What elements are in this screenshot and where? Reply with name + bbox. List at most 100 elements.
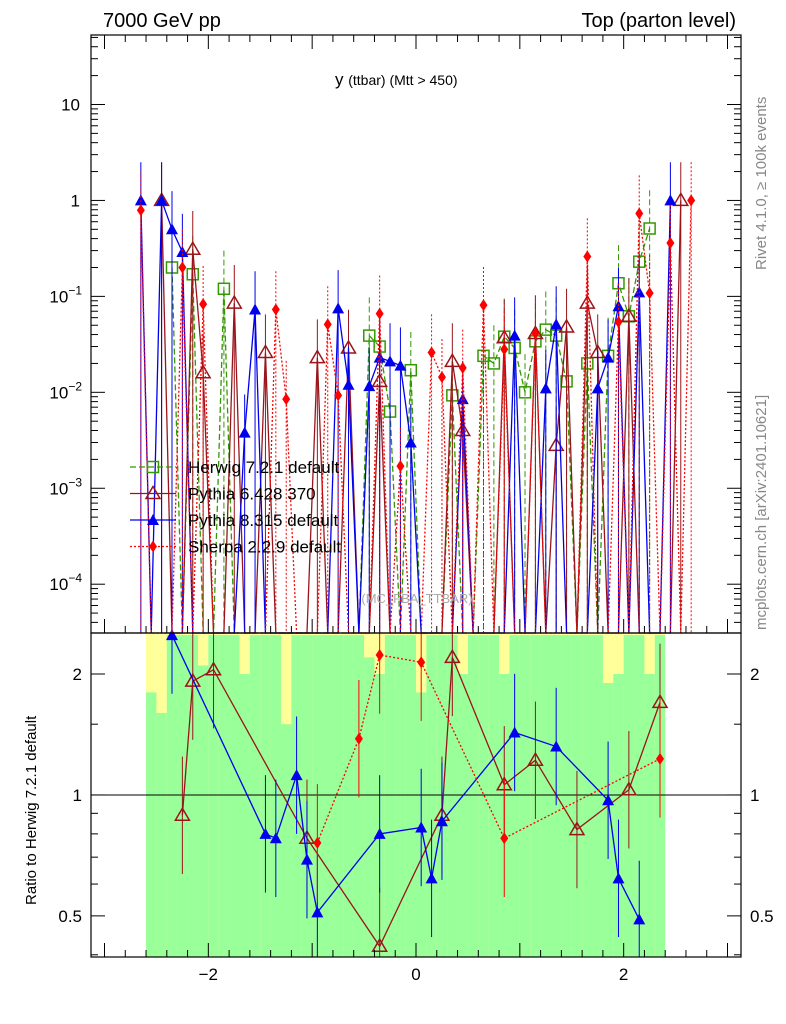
green-band-bin: [187, 635, 198, 957]
header-right: Top (parton level): [581, 10, 736, 32]
green-band-bin: [384, 635, 396, 957]
y-tick-exp: −3: [68, 475, 82, 489]
ratio-point: [259, 827, 272, 839]
data-point: [672, 191, 690, 207]
green-band-bin: [343, 635, 354, 957]
green-band-bin: [426, 635, 437, 957]
rivet-label: Rivet 4.1.0, ≥ 100k events: [753, 97, 770, 270]
green-band-bin: [322, 635, 333, 957]
data-point: [458, 361, 467, 374]
ratio-point: [444, 648, 461, 664]
data-point: [342, 378, 355, 390]
green-band-bin: [634, 635, 645, 957]
green-band-bin: [644, 674, 655, 957]
ratio-y-tick-label: 2: [750, 665, 759, 684]
x-tick-label: −2: [199, 965, 218, 984]
green-band-bin: [405, 635, 416, 957]
data-point: [217, 282, 231, 296]
data-point: [666, 237, 675, 250]
ratio-point: [269, 832, 282, 844]
data-point: [363, 329, 376, 342]
series-pythia-8-315-default: [134, 162, 677, 634]
legend-marker: [144, 485, 162, 500]
data-point: [645, 287, 654, 300]
title-main: y: [335, 70, 344, 89]
data-point: [591, 382, 604, 394]
ratio-point: [527, 751, 544, 766]
y-tick-label: 10: [61, 95, 80, 114]
chart-title: y (ttbar) (Mtt > 450): [335, 70, 458, 89]
data-point: [487, 357, 501, 370]
ratio-point: [311, 906, 324, 918]
green-band-bin: [156, 712, 167, 957]
y-tick-label: 10−1: [49, 283, 82, 306]
y-tick-base: 10: [49, 575, 68, 594]
ratio-point: [354, 732, 363, 745]
data-point: [427, 346, 436, 359]
data-point: [531, 327, 540, 340]
data-point: [558, 318, 575, 333]
ratio-point: [375, 649, 384, 662]
data-point: [384, 355, 397, 367]
data-point: [583, 250, 592, 263]
ratio-point: [435, 815, 448, 827]
ratio-point: [633, 913, 646, 925]
data-point: [238, 426, 251, 438]
legend-label: Pythia 6.428 370: [188, 485, 316, 504]
ratio-point: [373, 827, 386, 839]
legend-entry: Pythia 8.315 default: [130, 511, 339, 530]
ratio-y-tick-label: 0.5: [58, 907, 82, 926]
data-point: [620, 307, 638, 323]
y-tick-base: 10: [49, 383, 68, 402]
legend-marker: [149, 540, 157, 553]
green-band-bin: [281, 724, 292, 957]
data-point: [176, 246, 189, 258]
ratio-point: [620, 781, 638, 796]
data-point: [282, 393, 291, 406]
series-line: [160, 200, 682, 634]
ratio-point: [602, 794, 615, 806]
data-point: [614, 316, 623, 329]
ratio-point: [184, 672, 202, 687]
green-band-bin: [519, 635, 531, 957]
y-tick-base: 1: [71, 191, 80, 210]
ratio-point: [165, 629, 178, 641]
data-point: [225, 294, 243, 309]
ratio-point: [417, 656, 426, 669]
watermark: (MC_FBA_TTBAR): [361, 591, 472, 606]
data-point: [363, 380, 376, 392]
y-tick-base: 10: [61, 95, 80, 114]
ratio-point: [290, 769, 303, 781]
data-point: [687, 194, 696, 207]
legend-marker: [147, 514, 159, 525]
data-point: [602, 351, 615, 363]
legend-label: Herwig 7.2.1 default: [188, 458, 339, 477]
data-point: [518, 386, 532, 399]
data-point: [155, 194, 168, 206]
green-band-bin: [478, 635, 489, 957]
data-point: [539, 382, 552, 394]
series-line: [140, 200, 692, 634]
green-band-bin: [208, 635, 219, 957]
x-tick-label: 0: [411, 965, 420, 984]
ratio-point: [656, 752, 665, 765]
data-point: [643, 222, 656, 235]
ratio-point: [415, 821, 428, 833]
header-left: 7000 GeV pp: [103, 10, 221, 32]
series-sherpa-2-2-9-default: [136, 162, 696, 634]
y-tick-base: 10: [49, 479, 68, 498]
y-tick-label: 1: [71, 191, 80, 210]
ratio-y-tick-label: 2: [73, 665, 82, 684]
x-tick-label: 2: [619, 965, 628, 984]
ratio-y-tick-label: 1: [750, 786, 759, 805]
ratio-point: [612, 872, 625, 884]
y-tick-exp: −4: [68, 571, 82, 585]
green-band-bin: [218, 635, 230, 957]
ratio-point: [568, 821, 586, 836]
legend-entry: Pythia 6.428 370: [130, 485, 316, 504]
data-point: [477, 349, 490, 363]
data-point: [184, 240, 202, 255]
y-tick-exp: −2: [68, 379, 82, 393]
data-point: [500, 343, 509, 356]
data-point: [375, 307, 384, 320]
